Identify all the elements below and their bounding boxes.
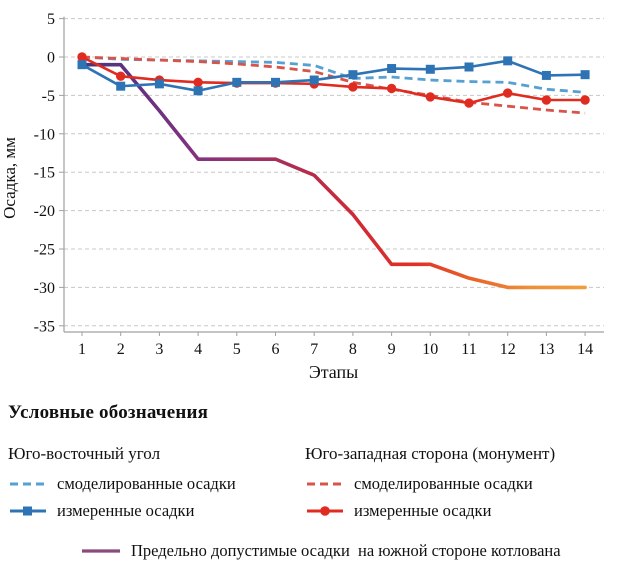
marker-sw_measured <box>193 77 203 88</box>
legend-column-title: Юго-восточный угол <box>8 444 161 463</box>
x-tick-label: 11 <box>461 341 476 358</box>
legend-column-southeast: Юго-восточный угол смоделированные осадк… <box>8 444 305 522</box>
marker-sw_measured <box>77 52 87 62</box>
x-tick-label: 4 <box>194 341 202 358</box>
series-line-sw_measured <box>81 55 586 105</box>
y-tick-label: -30 <box>34 280 55 297</box>
y-tick-label: -5 <box>42 88 55 105</box>
marker-sw_measured <box>541 95 552 105</box>
marker-se_measured <box>425 64 435 74</box>
legend-item-label: измеренные осадки <box>57 501 195 520</box>
marker-sw_measured <box>116 71 126 81</box>
marker-se_measured <box>464 62 474 72</box>
marker-se_measured <box>154 79 164 89</box>
marker-sw_measured <box>580 95 590 105</box>
marker-se_measured <box>116 81 126 91</box>
solid-line-square-marker-swatch-icon <box>10 506 46 516</box>
marker-se_measured <box>193 86 203 96</box>
marker-sw_measured <box>425 92 435 102</box>
legend-item-limit-line: Предельно допустимые осадки на южной сто… <box>80 541 617 561</box>
x-axis-title: Этапы <box>309 362 358 382</box>
x-tick-label: 14 <box>577 341 593 358</box>
legend-column-title: Юго-западная сторона (монумент) <box>305 444 556 463</box>
legend-column-southwest: Юго-западная сторона (монумент) смоделир… <box>305 444 617 522</box>
legend-item-se-modeled: смоделированные осадки <box>8 473 305 495</box>
y-tick-label: -10 <box>34 126 55 143</box>
marker-sw_measured <box>348 82 358 92</box>
legend-heading: Условные обозначения <box>8 402 209 423</box>
legend-item-se-measured: измеренные осадки <box>8 500 305 522</box>
x-tick-label: 7 <box>310 341 318 358</box>
x-tick-label: 8 <box>349 341 357 358</box>
y-tick-label: 5 <box>47 11 55 28</box>
marker-se_measured <box>541 70 551 80</box>
legend-item-label: измеренные осадки <box>354 501 492 520</box>
x-tick-label: 5 <box>233 341 241 358</box>
y-axis-title: Осадка, мм <box>0 137 19 219</box>
series-line-limit <box>80 62 587 290</box>
x-tick-label: 2 <box>117 341 125 358</box>
x-tick-label: 13 <box>538 341 554 358</box>
solid-line-circle-marker-swatch-icon <box>307 506 343 516</box>
marker-se_measured <box>77 60 87 70</box>
marker-sw_measured <box>503 88 513 98</box>
marker-se_measured <box>271 77 280 87</box>
dashed-line-swatch-icon <box>307 482 343 486</box>
marker-se_measured <box>348 70 358 80</box>
dashed-line-swatch-icon <box>10 482 46 486</box>
marker-se_measured <box>503 56 513 66</box>
x-tick-label: 1 <box>78 341 86 358</box>
y-tick-label: -35 <box>34 318 55 335</box>
y-tick-label: -25 <box>34 242 55 259</box>
marker-sw_measured <box>464 98 474 108</box>
marker-se_measured <box>232 77 242 87</box>
x-tick-label: 10 <box>422 341 438 358</box>
x-tick-label: 3 <box>155 341 163 358</box>
legend-item-sw-measured: измеренные осадки <box>305 500 617 522</box>
marker-se_measured <box>309 75 319 85</box>
legend-item-label: смоделированные осадки <box>57 474 236 493</box>
marker-se_measured <box>580 70 590 80</box>
x-tick-label: 6 <box>272 341 280 358</box>
legend-item-label: смоделированные осадки <box>354 474 533 493</box>
legend-columns: Юго-восточный угол смоделированные осадк… <box>8 444 617 522</box>
y-tick-label: -15 <box>34 165 55 182</box>
x-tick-label: 9 <box>388 341 396 358</box>
legend-item-label: Предельно допустимые осадки на южной сто… <box>131 541 561 560</box>
series-line-se_measured <box>81 59 586 93</box>
marker-sw_measured <box>386 83 397 94</box>
x-tick-label: 12 <box>500 341 516 358</box>
y-tick-label: -20 <box>34 203 55 220</box>
legend-item-sw-modeled: смоделированные осадки <box>305 473 617 495</box>
marker-se_measured <box>387 64 397 74</box>
y-tick-label: 0 <box>47 50 55 67</box>
legend: Условные обозначения Юго-восточный угол … <box>0 394 617 561</box>
line-chart: 50-5-10-15-20-25-30-351 2 3 4 5 6 7 8 9 10 11 12 13 1… <box>0 11 604 382</box>
solid-line-swatch-icon <box>82 549 120 553</box>
